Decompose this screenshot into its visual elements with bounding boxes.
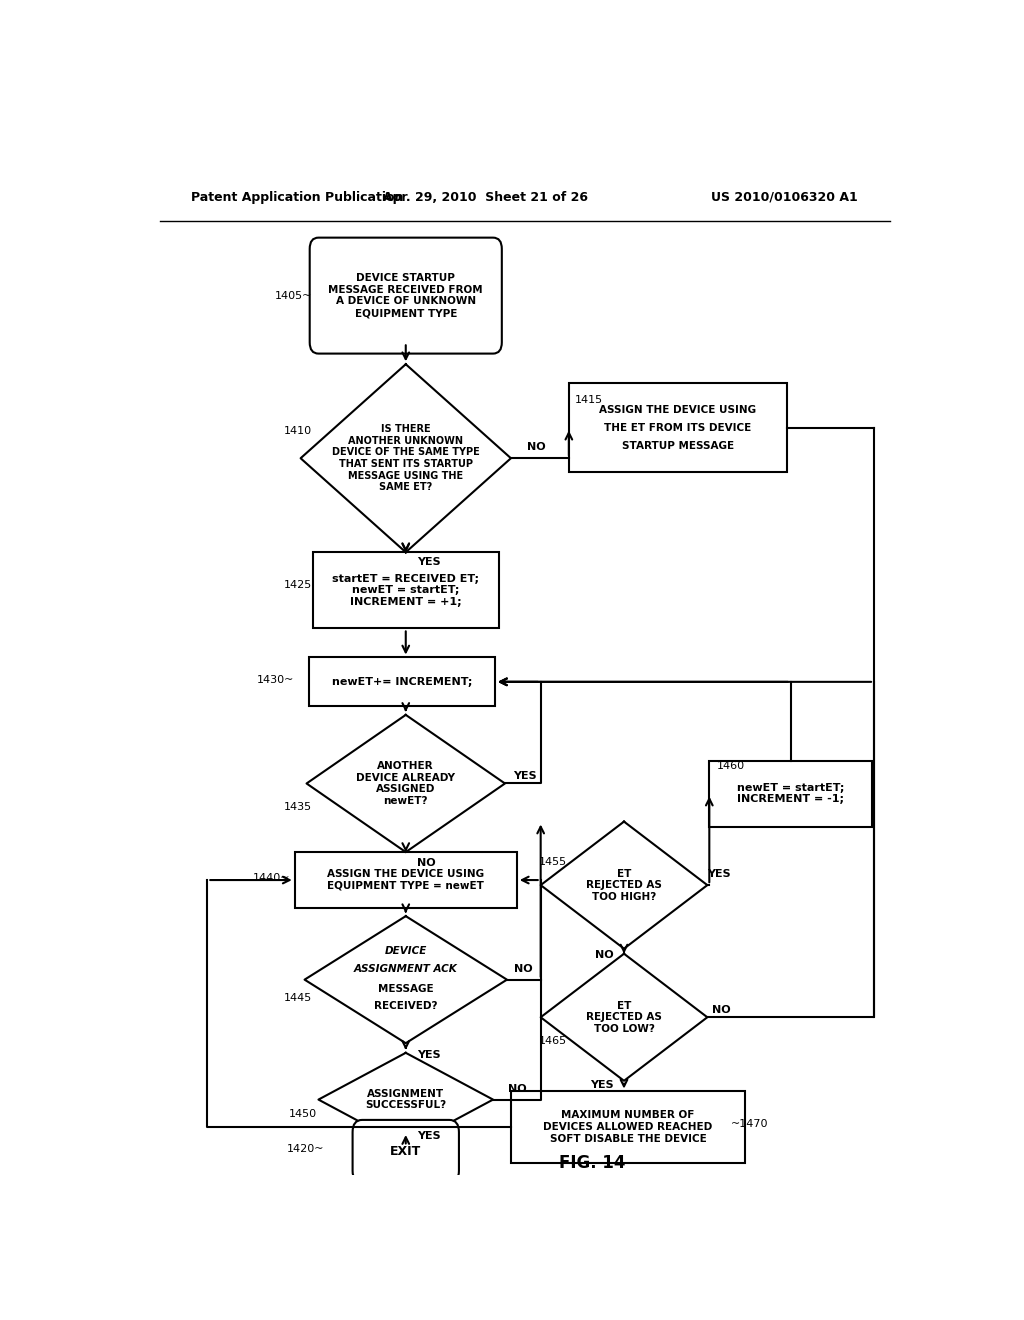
Text: THE ET FROM ITS DEVICE: THE ET FROM ITS DEVICE [604,422,752,433]
Bar [312,552,499,628]
Text: newET = startET;
INCREMENT = -1;: newET = startET; INCREMENT = -1; [737,783,845,804]
Bar [295,853,517,908]
Text: YES: YES [590,1080,613,1090]
Bar [710,760,872,826]
Text: Apr. 29, 2010  Sheet 21 of 26: Apr. 29, 2010 Sheet 21 of 26 [383,190,588,203]
Text: NO: NO [527,442,546,451]
Text: STARTUP MESSAGE: STARTUP MESSAGE [622,441,734,451]
Text: ET
REJECTED AS
TOO LOW?: ET REJECTED AS TOO LOW? [586,1001,662,1034]
Text: 1415: 1415 [574,395,602,405]
Text: 1440~: 1440~ [253,873,291,883]
Text: YES: YES [708,869,731,879]
Text: 1455: 1455 [539,857,567,867]
Text: IS THERE
ANOTHER UNKNOWN
DEVICE OF THE SAME TYPE
THAT SENT ITS STARTUP
MESSAGE U: IS THERE ANOTHER UNKNOWN DEVICE OF THE S… [332,424,479,492]
Bar [511,1092,745,1163]
Text: YES: YES [417,557,440,566]
Bar [569,383,787,473]
Text: ANOTHER
DEVICE ALREADY
ASSIGNED
newET?: ANOTHER DEVICE ALREADY ASSIGNED newET? [356,762,456,807]
Text: YES: YES [417,1131,440,1142]
Text: ASSIGNMENT ACK: ASSIGNMENT ACK [354,965,458,974]
Text: 1405~: 1405~ [274,290,312,301]
FancyBboxPatch shape [352,1119,459,1183]
Text: NO: NO [508,1085,526,1094]
Text: ~1470: ~1470 [731,1119,769,1129]
FancyBboxPatch shape [309,238,502,354]
Text: ASSIGN THE DEVICE USING
EQUIPMENT TYPE = newET: ASSIGN THE DEVICE USING EQUIPMENT TYPE =… [328,870,484,891]
Text: RECEIVED?: RECEIVED? [374,1001,437,1011]
Text: 1460: 1460 [717,762,745,771]
Text: NO: NO [595,950,613,960]
Text: 1430~: 1430~ [257,675,295,685]
Text: YES: YES [513,771,537,781]
Text: MAXIMUM NUMBER OF
DEVICES ALLOWED REACHED
SOFT DISABLE THE DEVICE: MAXIMUM NUMBER OF DEVICES ALLOWED REACHE… [544,1110,713,1143]
Text: 1450: 1450 [289,1109,316,1119]
Text: newET+= INCREMENT;: newET+= INCREMENT; [332,677,472,686]
Text: ASSIGN THE DEVICE USING: ASSIGN THE DEVICE USING [599,405,757,416]
Bar [308,657,495,706]
Text: ASSIGNMENT
SUCCESSFUL?: ASSIGNMENT SUCCESSFUL? [366,1089,446,1110]
Text: 1445: 1445 [284,993,312,1003]
Text: Patent Application Publication: Patent Application Publication [191,190,403,203]
Text: FIG. 14: FIG. 14 [559,1154,626,1172]
Text: NO: NO [417,858,435,867]
Text: startET = RECEIVED ET;
newET = startET;
INCREMENT = +1;: startET = RECEIVED ET; newET = startET; … [332,574,479,607]
Text: 1465: 1465 [539,1036,567,1045]
Text: YES: YES [417,1049,440,1060]
Text: ET
REJECTED AS
TOO HIGH?: ET REJECTED AS TOO HIGH? [586,869,662,902]
Text: US 2010/0106320 A1: US 2010/0106320 A1 [712,190,858,203]
Text: MESSAGE: MESSAGE [378,983,433,994]
Text: 1420~: 1420~ [288,1144,325,1155]
Text: 1410: 1410 [284,426,312,436]
Text: EXIT: EXIT [390,1144,422,1158]
Text: NO: NO [514,965,532,974]
Text: NO: NO [713,1005,731,1015]
Text: DEVICE: DEVICE [385,946,427,956]
Text: 1435: 1435 [284,801,312,812]
Text: DEVICE STARTUP
MESSAGE RECEIVED FROM
A DEVICE OF UNKNOWN
EQUIPMENT TYPE: DEVICE STARTUP MESSAGE RECEIVED FROM A D… [329,273,483,318]
Text: 1425: 1425 [284,581,312,590]
